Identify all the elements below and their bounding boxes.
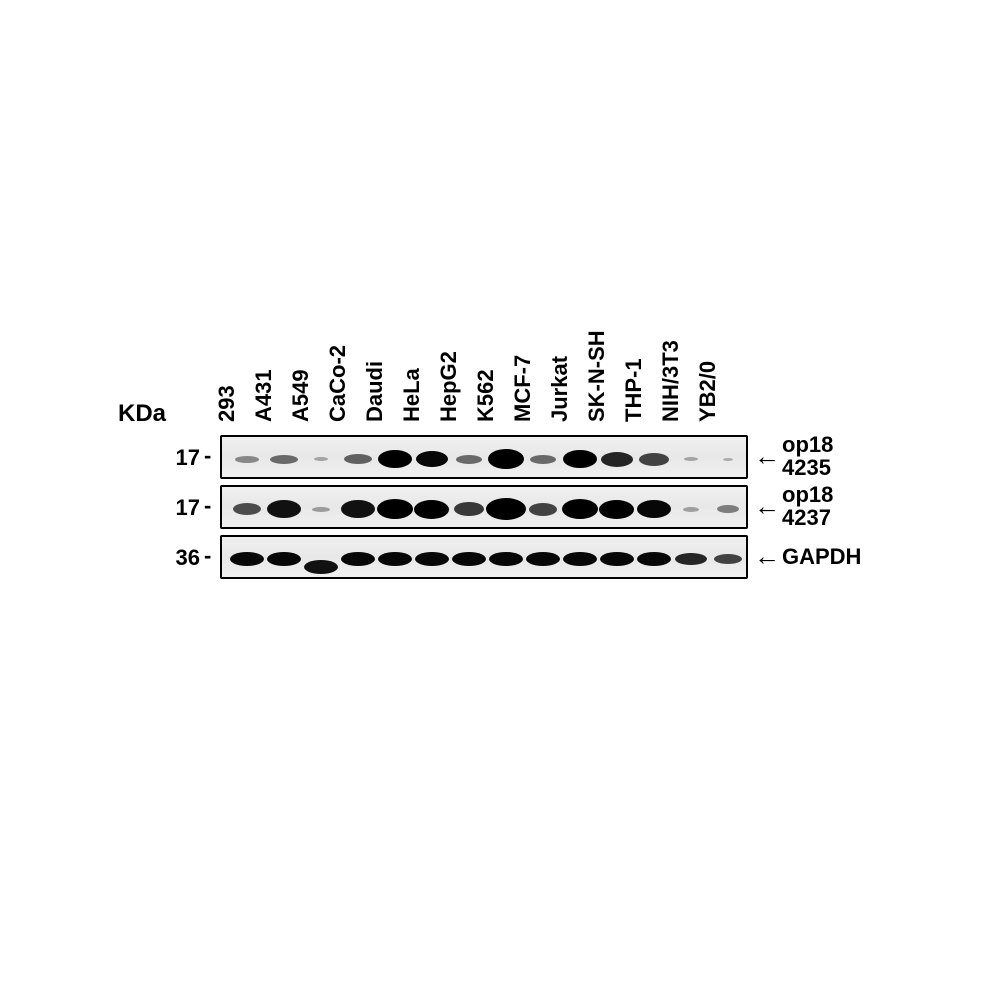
band xyxy=(414,500,449,519)
band xyxy=(270,455,298,464)
band xyxy=(530,455,556,464)
band xyxy=(267,500,301,518)
antibody-name: op18 xyxy=(782,483,833,506)
band xyxy=(233,503,261,515)
arrow-left-icon: ← xyxy=(754,441,780,472)
kda-axis-label: KDa xyxy=(118,400,166,428)
band xyxy=(235,456,259,463)
band xyxy=(529,503,557,516)
lane-label: K562 xyxy=(473,369,499,422)
band xyxy=(637,500,671,518)
lane-label: NIH/3T3 xyxy=(658,340,684,422)
antibody-catalog: 4237 xyxy=(782,506,833,529)
antibody-catalog: 4235 xyxy=(782,456,833,479)
lane-label: SK-N-SH xyxy=(584,330,610,422)
band xyxy=(312,507,330,512)
band xyxy=(378,552,412,566)
blot-strip xyxy=(220,535,748,579)
band xyxy=(675,553,707,565)
lane-label: THP-1 xyxy=(621,358,647,422)
lane-labels-container: 293A431A549CaCo-2DaudiHeLaHepG2K562MCF-7… xyxy=(220,300,740,430)
lane-label: YB2/0 xyxy=(695,361,721,422)
antibody-label: op184235 xyxy=(782,433,833,479)
band xyxy=(489,552,523,566)
band xyxy=(416,451,448,467)
band xyxy=(452,552,486,566)
mw-label: 36 xyxy=(150,545,200,571)
lane-label: Jurkat xyxy=(547,356,573,422)
band xyxy=(601,452,633,467)
band xyxy=(637,552,671,566)
lane-label: HeLa xyxy=(399,368,425,422)
band xyxy=(486,498,526,520)
band xyxy=(377,499,413,519)
blot-strip xyxy=(220,435,748,479)
band xyxy=(639,453,669,466)
band xyxy=(488,449,524,469)
band xyxy=(378,450,412,468)
band xyxy=(415,552,449,566)
band xyxy=(600,552,634,566)
antibody-label: GAPDH xyxy=(782,545,861,568)
band xyxy=(456,455,482,464)
band xyxy=(714,554,742,564)
band xyxy=(684,457,698,461)
mw-tick: - xyxy=(204,493,211,519)
antibody-name: op18 xyxy=(782,433,833,456)
lane-label: CaCo-2 xyxy=(325,345,351,422)
lane-label: 293 xyxy=(214,385,240,422)
antibody-label: op184237 xyxy=(782,483,833,529)
band xyxy=(341,552,375,566)
band xyxy=(599,500,634,519)
band xyxy=(341,500,375,518)
lane-label: HepG2 xyxy=(436,351,462,422)
mw-label: 17 xyxy=(150,445,200,471)
band xyxy=(717,505,739,513)
lane-label: MCF-7 xyxy=(510,355,536,422)
band xyxy=(563,450,597,468)
band xyxy=(230,552,264,566)
band xyxy=(454,502,484,516)
band xyxy=(562,499,598,519)
band xyxy=(267,552,301,566)
mw-tick: - xyxy=(204,443,211,469)
lane-label: A431 xyxy=(251,369,277,422)
band xyxy=(723,458,733,461)
band xyxy=(344,454,372,464)
mw-label: 17 xyxy=(150,495,200,521)
band xyxy=(526,552,560,566)
band xyxy=(683,507,699,512)
mw-tick: - xyxy=(204,543,211,569)
band xyxy=(563,552,597,566)
band xyxy=(304,560,338,574)
arrow-left-icon: ← xyxy=(754,541,780,572)
arrow-left-icon: ← xyxy=(754,491,780,522)
blot-strip xyxy=(220,485,748,529)
lane-label: Daudi xyxy=(362,361,388,422)
band xyxy=(314,457,328,461)
lane-label: A549 xyxy=(288,369,314,422)
